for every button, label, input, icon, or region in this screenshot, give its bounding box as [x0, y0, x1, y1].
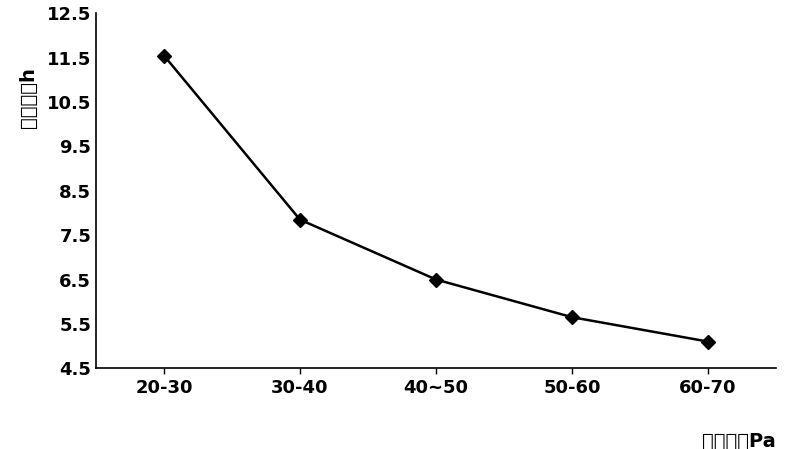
Text: 干燥时间h: 干燥时间h — [18, 67, 38, 128]
Text: 空气压力Pa: 空气压力Pa — [702, 432, 776, 449]
